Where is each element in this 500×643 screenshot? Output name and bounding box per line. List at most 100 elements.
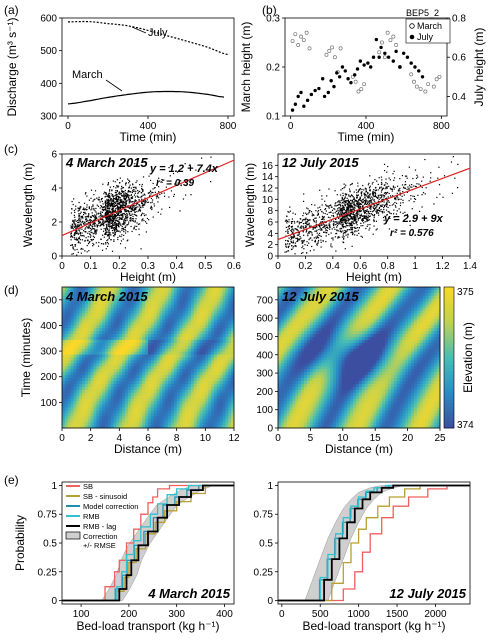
scatter-point (151, 201, 153, 203)
scatter-point-july (371, 55, 376, 59)
legend-marker-july (409, 34, 415, 40)
scatter-point (451, 192, 453, 194)
scatter-point (120, 204, 122, 206)
scatter-point (117, 207, 119, 209)
heatmap-cell (122, 357, 126, 361)
scatter-point (146, 199, 148, 201)
heatmap-cell (136, 363, 140, 367)
heatmap-cell (99, 351, 103, 355)
heatmap-cell (82, 334, 86, 338)
heatmap-cell (153, 304, 157, 308)
scatter-point (341, 204, 344, 207)
scatter-point (77, 251, 79, 253)
heatmap-cell (133, 339, 137, 344)
scatter-point (341, 236, 343, 238)
scatter-point (153, 187, 156, 189)
scatter-point (126, 216, 128, 218)
scatter-point (116, 230, 118, 232)
heatmap-cell (196, 322, 200, 326)
scatter-point (346, 200, 349, 202)
heatmap-cell (93, 325, 97, 329)
scatter-point (123, 196, 125, 198)
heatmap-cell (148, 322, 152, 326)
heatmap-cell (76, 348, 80, 353)
heatmap-cell (119, 292, 123, 297)
heatmap-cell (127, 304, 132, 308)
scatter-point (356, 195, 358, 197)
x-tick-label: 1 (412, 261, 418, 272)
scatter-point (339, 201, 341, 203)
heatmap-cell (82, 298, 86, 303)
scatter-point (128, 199, 131, 201)
scatter-point (333, 216, 335, 218)
scatter-point-july (335, 71, 339, 75)
scatter-point (107, 212, 109, 214)
scatter-point (129, 201, 131, 203)
scatter-point (341, 224, 343, 226)
scatter-point (113, 201, 115, 203)
heatmap-cell (102, 348, 106, 353)
scatter-point (345, 215, 348, 217)
scatter-point (131, 205, 133, 207)
scatter-point (88, 206, 90, 208)
scatter-point (327, 227, 329, 229)
scatter-point-july (386, 55, 391, 59)
heatmap-cell (73, 354, 77, 358)
scatter-point (117, 225, 120, 227)
scatter-point (134, 199, 136, 201)
heatmap-cell (67, 307, 71, 311)
heatmap-cell (119, 348, 123, 353)
scatter-point (89, 223, 91, 226)
scatter-point (398, 198, 400, 200)
heatmap-cell (188, 304, 192, 308)
heatmap-cell (90, 366, 94, 370)
heatmap-cell (219, 354, 223, 358)
scatter-point (408, 188, 410, 190)
scatter-point (123, 220, 125, 222)
scatter-point (347, 209, 350, 211)
heatmap-cell (90, 339, 94, 344)
heatmap-cell (222, 351, 226, 355)
heatmap-cell (173, 316, 178, 320)
scatter-point (292, 237, 294, 239)
scatter-point (74, 211, 76, 214)
heatmap-cell (125, 304, 129, 308)
scatter-point (406, 191, 408, 193)
scatter-point (74, 244, 77, 246)
heatmap-cell (99, 325, 103, 329)
heatmap-cell (62, 313, 66, 317)
scatter-point (112, 220, 114, 222)
heatmap-cell (162, 363, 166, 367)
heatmap-cell (127, 322, 132, 326)
scatter-point (113, 214, 116, 216)
scatter-point (114, 230, 116, 232)
scatter-point (120, 200, 122, 203)
heatmap-cell (102, 342, 106, 347)
heatmap-cell (67, 354, 71, 358)
fit-equation: y = 2.9 + 9x (383, 213, 444, 225)
scatter-point (118, 193, 120, 195)
heatmap-cell (90, 304, 94, 308)
scatter-point (98, 216, 100, 218)
scatter-point (357, 205, 359, 208)
heatmap-cell (193, 292, 198, 297)
scatter-point (336, 213, 338, 215)
scatter-point (129, 214, 131, 216)
scatter-point (378, 207, 380, 210)
scatter-point (302, 219, 304, 221)
scatter-point (120, 193, 122, 195)
scatter-point (139, 210, 142, 212)
heatmap-cell (182, 289, 186, 294)
scatter-point (131, 197, 134, 199)
scatter-point (393, 179, 395, 182)
scatter-point (374, 190, 376, 192)
heatmap-cell (165, 351, 169, 355)
y-tick-label: 0.2 (266, 63, 280, 74)
scatter-point (351, 205, 353, 207)
scatter-point (294, 242, 297, 244)
scatter-point (182, 198, 185, 200)
scatter-point (348, 223, 351, 225)
heatmap-cell (148, 289, 152, 294)
scatter-point (332, 212, 334, 214)
heatmap-cell (110, 322, 114, 326)
